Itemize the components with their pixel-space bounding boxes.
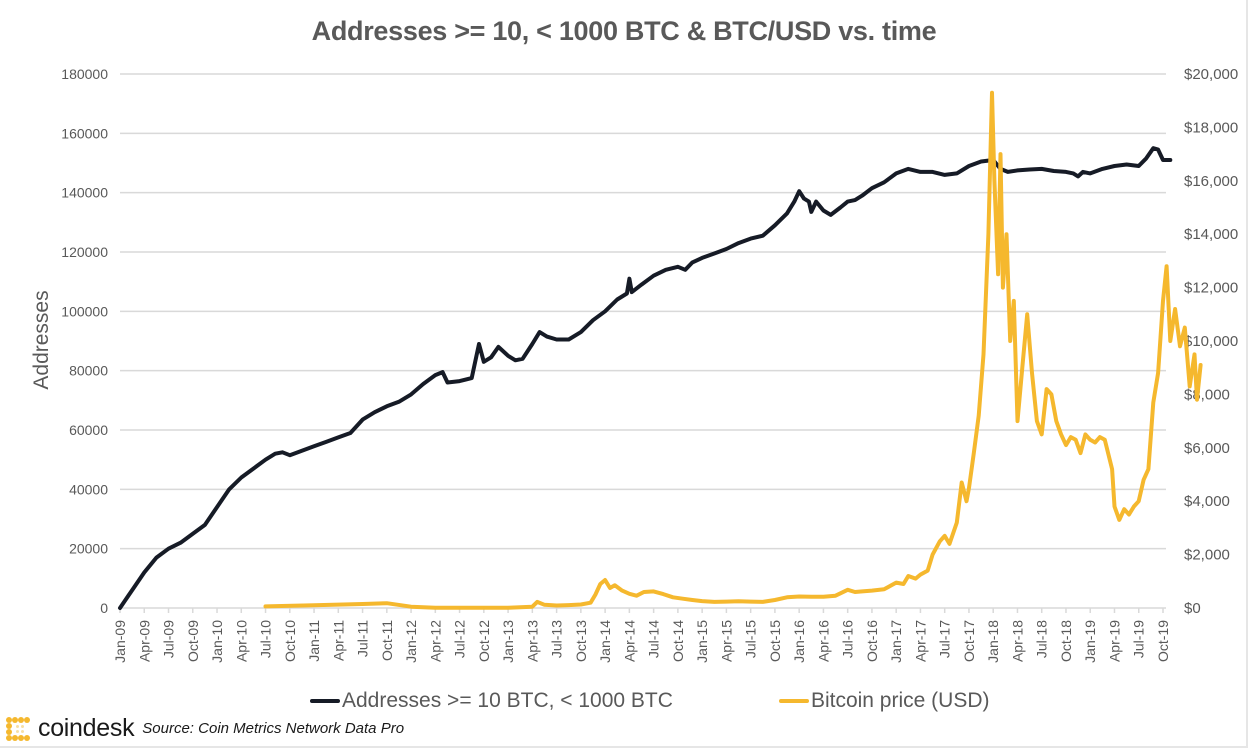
x-tick-label: Jul-18 xyxy=(1034,620,1050,658)
x-tick-label: Apr-09 xyxy=(136,620,152,662)
x-tick-label: Jul-13 xyxy=(549,620,565,658)
y-tick-label: 140000 xyxy=(61,185,108,201)
y-tick-label: 60000 xyxy=(69,422,108,438)
x-tick-label: Jul-15 xyxy=(743,620,759,658)
x-tick-label: Oct-09 xyxy=(185,620,201,662)
x-tick-label: Jul-09 xyxy=(161,620,177,658)
x-tick-label: Oct-14 xyxy=(670,620,686,662)
legend-swatch-price xyxy=(778,699,809,703)
y2-tick-label: $2,000 xyxy=(1184,547,1230,564)
x-tick-label: Oct-17 xyxy=(961,620,977,662)
x-axis: Jan-09 Apr-09 Jul-09 Oct-09 Jan-10 Apr-10 Jul-… xyxy=(112,608,1171,663)
y-axis-right: $0 $2,000 $4,000 $6,000 $8,000 $10,000 $12,000… xyxy=(1184,66,1238,617)
x-tick-label: Jul-14 xyxy=(646,620,662,658)
x-tick-label: Jan-09 xyxy=(112,620,128,663)
x-tick-label: Jul-10 xyxy=(258,620,274,658)
x-tick-label: Jan-11 xyxy=(306,620,322,662)
coindesk-wordmark: coindesk xyxy=(38,714,135,742)
series-group xyxy=(118,90,1203,610)
x-tick-label: Jan-18 xyxy=(985,620,1001,663)
x-tick-label: Oct-12 xyxy=(476,620,492,662)
y2-tick-label: $10,000 xyxy=(1184,333,1238,350)
x-tick-label: Oct-11 xyxy=(379,620,395,661)
x-tick-label: Apr-13 xyxy=(524,620,540,662)
x-tick-label: Oct-19 xyxy=(1155,620,1171,662)
x-tick-label: Apr-15 xyxy=(718,620,734,662)
x-tick-label: Jul-16 xyxy=(840,620,856,658)
x-tick-label: Apr-18 xyxy=(1009,620,1025,662)
legend-item-price[interactable]: Bitcoin price (USD) xyxy=(778,689,990,713)
x-tick-label: Apr-14 xyxy=(621,620,637,662)
legend-label-addresses: Addresses >= 10 BTC, < 1000 BTC xyxy=(342,689,673,712)
x-tick-label: Jan-16 xyxy=(791,620,807,663)
x-tick-label: Apr-12 xyxy=(427,620,443,662)
series-line-bitcoin-price xyxy=(263,90,1203,610)
y2-tick-label: $4,000 xyxy=(1184,493,1230,510)
y2-tick-label: $6,000 xyxy=(1184,440,1230,457)
x-tick-label: Jan-15 xyxy=(694,620,710,663)
y-tick-label: 80000 xyxy=(69,363,108,379)
y-tick-label: 40000 xyxy=(69,481,108,497)
x-tick-label: Jul-17 xyxy=(937,620,953,658)
y2-tick-label: $20,000 xyxy=(1184,66,1238,83)
x-tick-label: Oct-10 xyxy=(282,620,298,662)
y-axis-left: 0 20000 40000 60000 80000 100000 120000 140000 1… xyxy=(61,66,108,616)
x-tick-label: Apr-19 xyxy=(1106,620,1122,662)
y2-tick-label: $12,000 xyxy=(1184,280,1238,297)
series-line-addresses xyxy=(118,146,1173,610)
x-tick-label: Oct-18 xyxy=(1058,620,1074,662)
legend: Addresses >= 10 BTC, < 1000 BTC Bitcoin … xyxy=(310,686,1025,716)
x-tick-label: Oct-16 xyxy=(864,620,880,662)
x-tick-label: Apr-16 xyxy=(815,620,831,662)
y-tick-label: 100000 xyxy=(61,303,108,319)
x-tick-label: Jan-19 xyxy=(1082,620,1098,663)
legend-label-price: Bitcoin price (USD) xyxy=(810,689,990,712)
x-tick-label: Jan-17 xyxy=(888,620,904,663)
y2-tick-label: $0 xyxy=(1184,600,1201,617)
y-tick-label: 0 xyxy=(100,600,108,616)
x-tick-label: Jan-14 xyxy=(597,620,613,663)
y-tick-label: 180000 xyxy=(61,66,108,82)
source-note: Source: Coin Metrics Network Data Pro xyxy=(142,720,405,737)
x-tick-label: Apr-11 xyxy=(330,620,346,661)
coindesk-logo-icon xyxy=(6,716,30,741)
x-tick-label: Jul-11 xyxy=(355,620,371,657)
y-tick-label: 120000 xyxy=(61,244,108,260)
x-tick-label: Jan-12 xyxy=(403,620,419,663)
y2-tick-label: $8,000 xyxy=(1184,386,1230,403)
x-tick-label: Oct-13 xyxy=(573,620,589,662)
legend-swatch-addresses xyxy=(310,699,340,703)
legend-item-addresses[interactable]: Addresses >= 10 BTC, < 1000 BTC xyxy=(310,689,673,713)
x-tick-label: Jan-13 xyxy=(500,620,516,663)
x-tick-label: Apr-17 xyxy=(912,620,928,662)
footer: coindesk Source: Coin Metrics Network Da… xyxy=(6,714,404,743)
y-tick-label: 160000 xyxy=(61,125,108,141)
y2-tick-label: $16,000 xyxy=(1184,173,1238,190)
x-tick-label: Apr-10 xyxy=(233,620,249,662)
y-axis-title: Addresses xyxy=(30,290,53,389)
y2-tick-label: $18,000 xyxy=(1184,119,1238,136)
y2-tick-label: $14,000 xyxy=(1184,226,1238,243)
x-tick-label: Jul-12 xyxy=(452,620,468,658)
chart-title: Addresses >= 10, < 1000 BTC & BTC/USD vs… xyxy=(311,16,937,46)
x-tick-label: Jul-19 xyxy=(1131,620,1147,658)
x-tick-label: Jan-10 xyxy=(209,620,225,663)
y-tick-label: 20000 xyxy=(69,541,108,557)
x-tick-label: Oct-15 xyxy=(767,620,783,662)
